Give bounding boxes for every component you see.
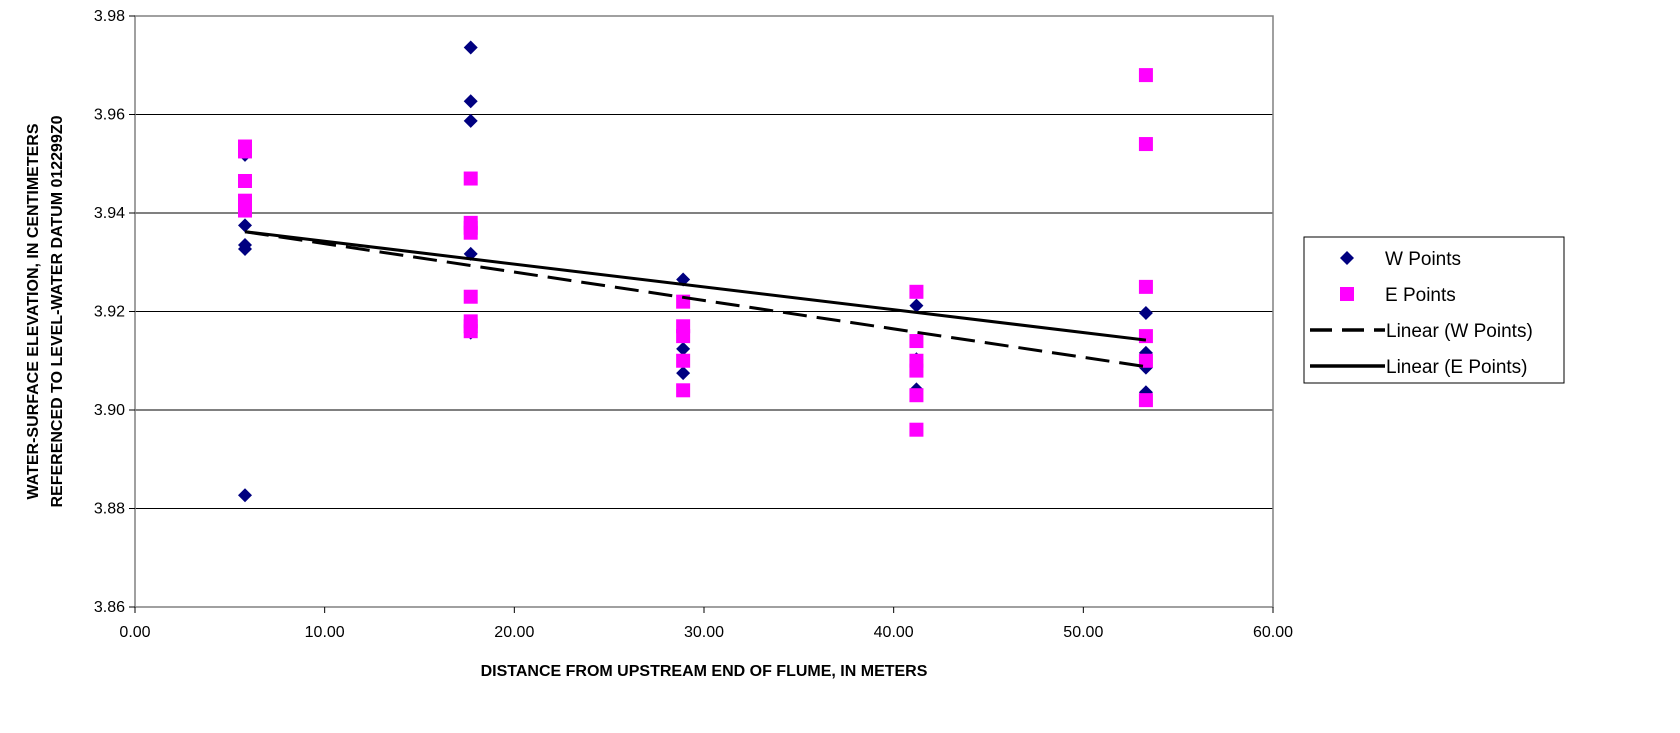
y-tick-label: 3.86 (94, 599, 125, 616)
data-marks (238, 40, 1153, 503)
axis-ticks: 3.86 3.88 3.90 3.92 3.94 3.96 3.98 0.00 10.00 20.… (94, 8, 1293, 641)
x-tick-label: 60.00 (1253, 624, 1293, 641)
x-tick-label: 40.00 (874, 624, 914, 641)
gridlines (135, 114, 1273, 509)
y-tick-label: 3.98 (94, 8, 125, 25)
e-point (463, 324, 478, 339)
y-tick-label: 3.90 (94, 402, 125, 419)
w-point (1138, 305, 1153, 320)
legend-w-points: W Points (1340, 249, 1461, 270)
e-point (1138, 279, 1153, 294)
e-point (463, 171, 478, 186)
e-point (909, 334, 924, 349)
legend-diamond-marker (1340, 251, 1354, 265)
w-point (238, 241, 253, 256)
w-trendline (244, 230, 1147, 369)
legend-label: W Points (1385, 249, 1461, 270)
w-point (676, 366, 691, 381)
e-trendline (244, 230, 1147, 342)
legend-square-marker (1340, 287, 1354, 301)
y-tick-label: 3.94 (94, 205, 125, 222)
legend-label: E Points (1385, 285, 1456, 306)
e-point (238, 144, 253, 159)
w-point (238, 488, 253, 503)
e-point (238, 173, 253, 188)
x-tick-label: 20.00 (494, 624, 534, 641)
x-tick-label: 50.00 (1063, 624, 1103, 641)
w-point (909, 298, 924, 313)
e-point (463, 289, 478, 304)
e-point (1138, 329, 1153, 344)
x-axis-title: DISTANCE FROM UPSTREAM END OF FLUME, IN … (481, 663, 928, 680)
e-point (1138, 137, 1153, 152)
x-tick-label: 10.00 (305, 624, 345, 641)
legend-label: Linear (E Points) (1386, 357, 1528, 378)
e-point (676, 383, 691, 398)
w-point (676, 341, 691, 356)
e-point (238, 203, 253, 218)
legend-label: Linear (W Points) (1386, 321, 1533, 342)
w-point (463, 113, 478, 128)
x-tick-label: 30.00 (684, 624, 724, 641)
y-tick-label: 3.88 (94, 501, 125, 518)
w-point (463, 94, 478, 109)
legend: W Points E Points Linear (W Points) Linear … (1303, 236, 1565, 384)
y-tick-label: 3.96 (94, 107, 125, 124)
y-axis-title-line-2: REFERENCED TO LEVEL-WATER DATUM 012299Z0 (49, 115, 66, 507)
legend-linear-w: Linear (W Points) (1310, 321, 1533, 342)
trendlines (244, 230, 1147, 369)
e-point (909, 422, 924, 437)
e-point (676, 329, 691, 344)
e-point (676, 353, 691, 368)
legend-linear-e: Linear (E Points) (1310, 357, 1528, 378)
e-point (1138, 393, 1153, 408)
legend-e-points: E Points (1340, 285, 1456, 306)
e-point (909, 363, 924, 378)
e-point (1138, 353, 1153, 368)
y-tick-label: 3.92 (94, 304, 125, 321)
e-point (909, 284, 924, 299)
e-point (909, 388, 924, 403)
y-axis-title-line-1: WATER-SURFACE ELEVATION, IN CENTIMETERS (25, 123, 42, 499)
x-tick-label: 0.00 (119, 624, 150, 641)
w-point (238, 218, 253, 233)
e-point (1138, 68, 1153, 83)
w-point (463, 40, 478, 55)
e-point (463, 225, 478, 240)
